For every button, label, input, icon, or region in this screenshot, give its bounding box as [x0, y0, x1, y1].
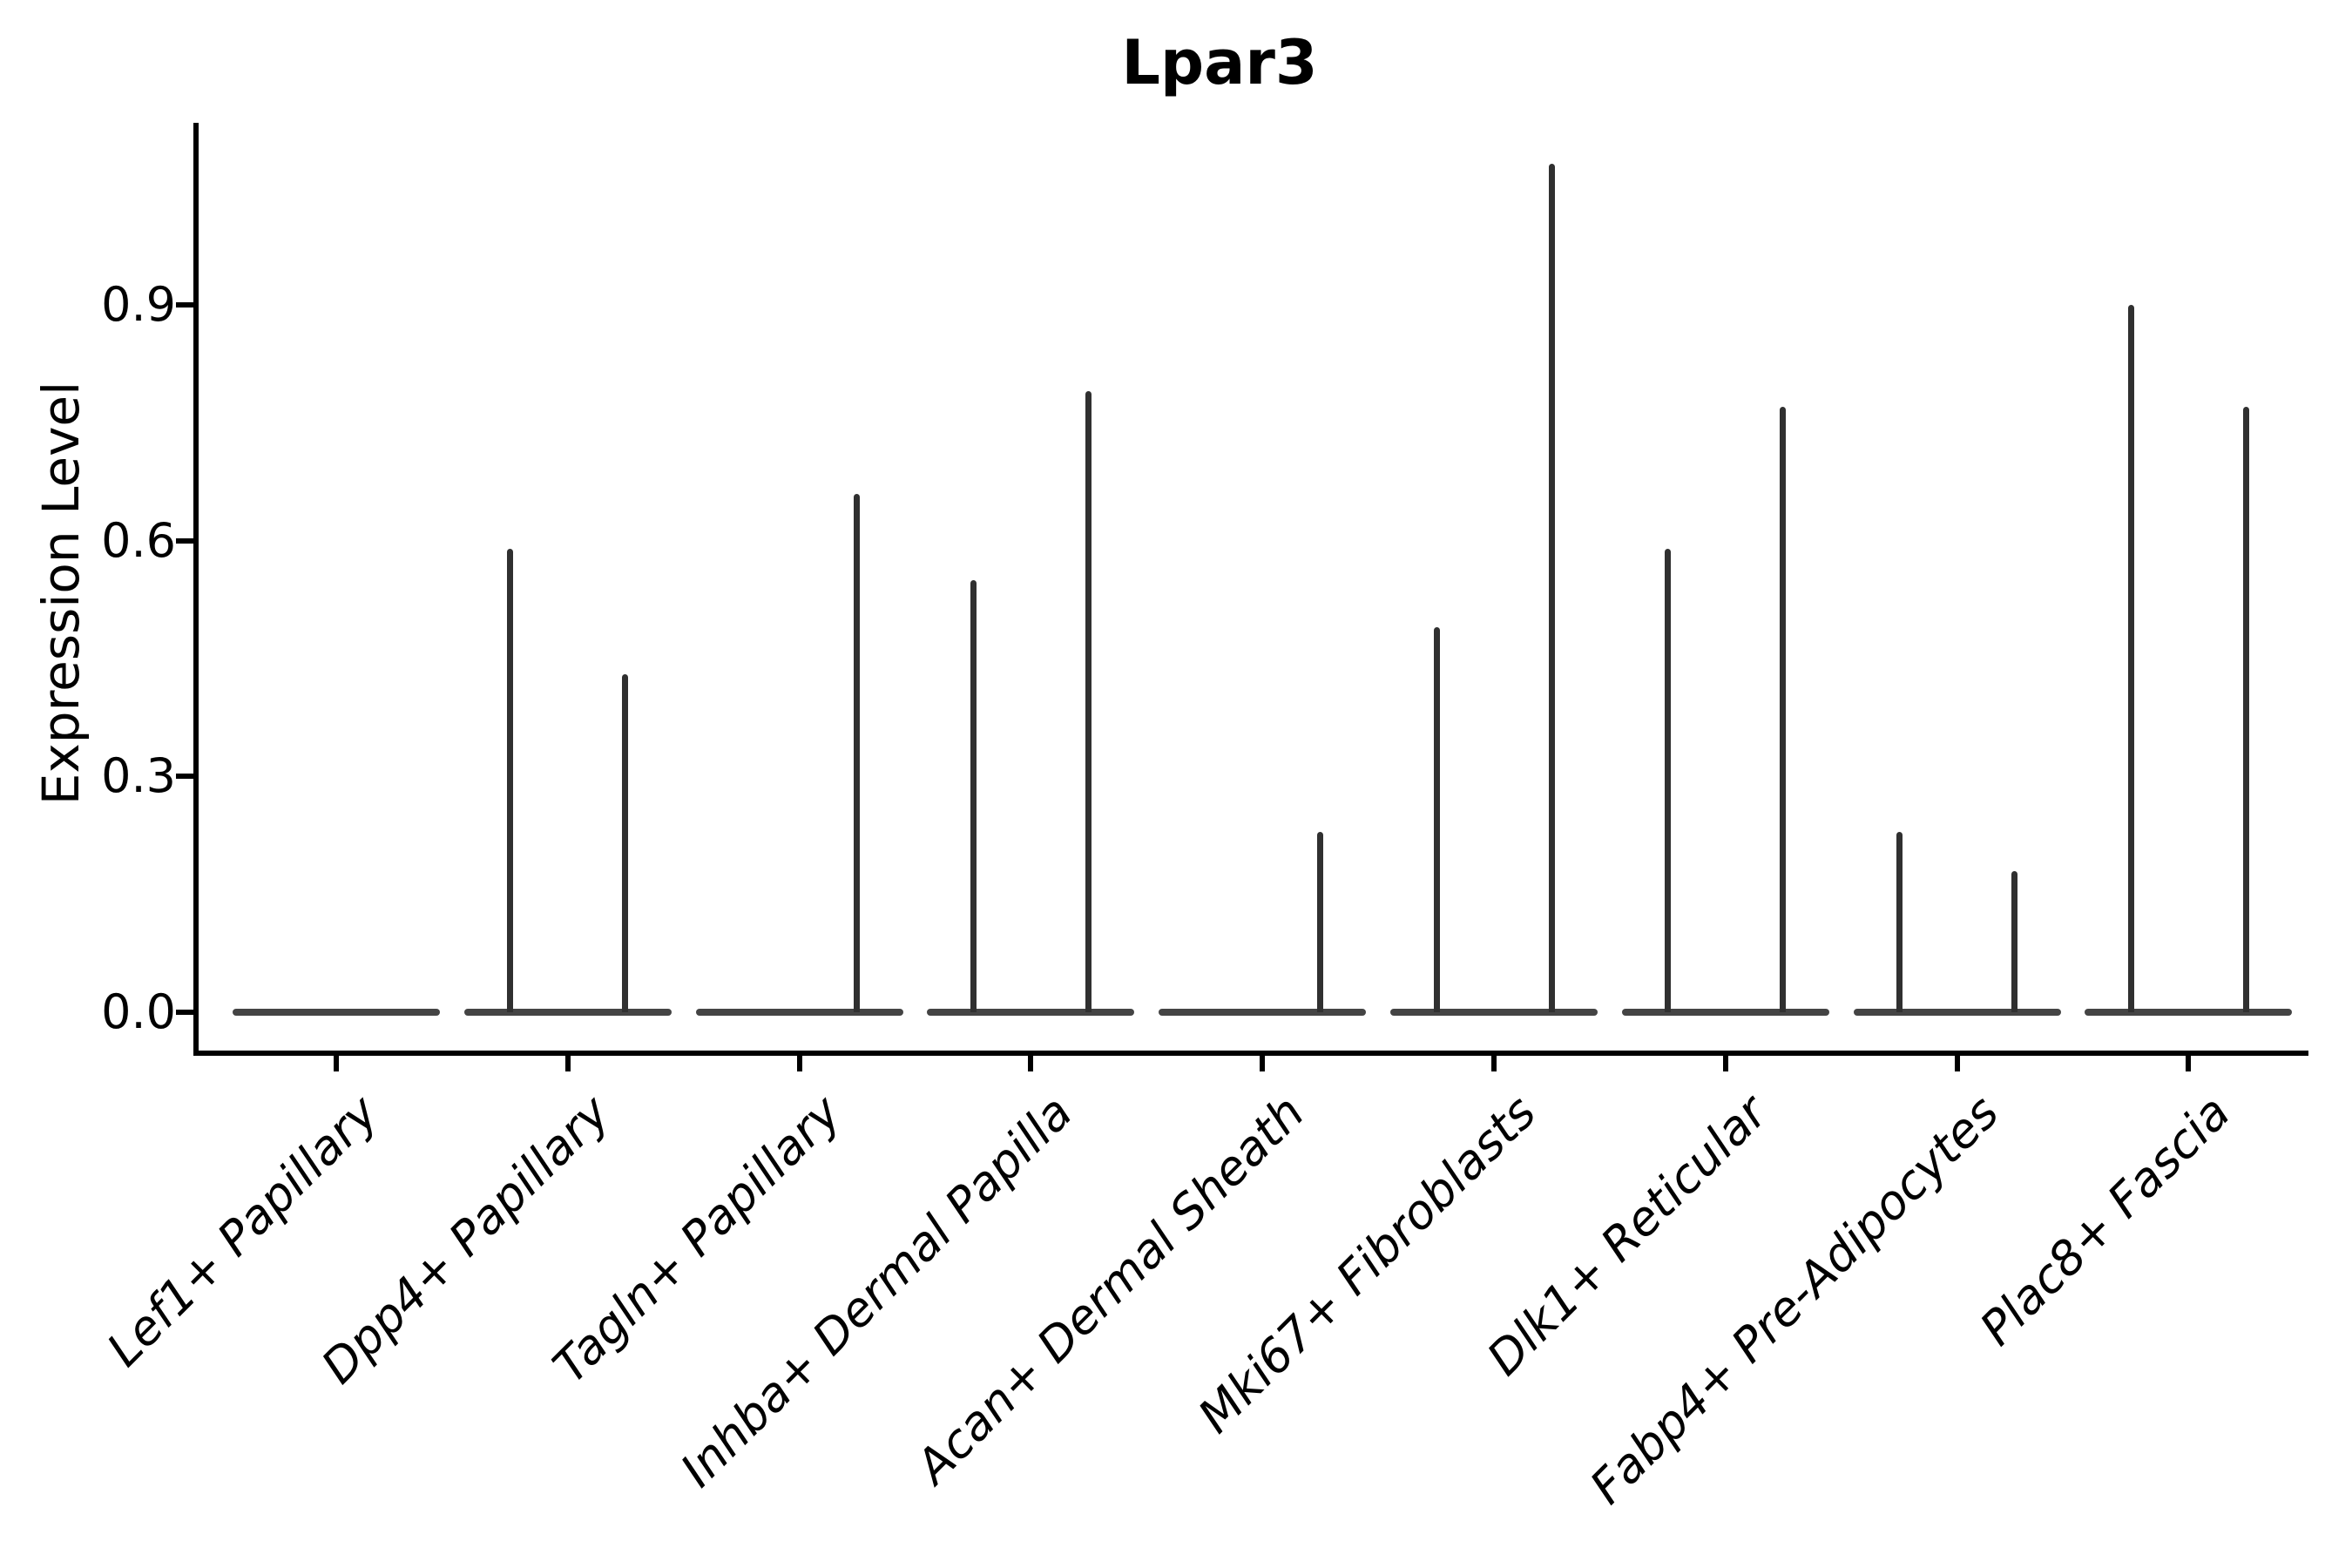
violin-baseline — [1621, 1009, 1829, 1016]
violin-spike — [1896, 831, 1903, 1012]
y-tick-label: 0.6 — [101, 512, 176, 568]
violin-spike — [1085, 391, 1092, 1012]
x-tick-label: Inhba+ Dermal Papilla — [670, 1085, 1084, 1498]
x-tick-mark — [2186, 1056, 2192, 1071]
x-tick-label: Fabp4+ Pre-Adipocytes — [1579, 1085, 2010, 1515]
y-axis-label: Expression Level — [31, 381, 91, 806]
y-tick-mark — [176, 1010, 193, 1015]
violin-baseline — [1853, 1009, 2061, 1016]
x-tick-mark — [1028, 1056, 1034, 1071]
violin-spike — [1665, 548, 1672, 1012]
violin-spike — [2127, 305, 2134, 1012]
violin-baseline — [1390, 1009, 1598, 1016]
violin-baseline — [1159, 1009, 1367, 1016]
violin-baseline — [2085, 1009, 2293, 1016]
x-tick-mark — [1722, 1056, 1728, 1071]
violin-spike — [2242, 407, 2249, 1012]
x-tick-mark — [796, 1056, 802, 1071]
x-tick-label: Acan+ Dermal Sheath — [905, 1085, 1315, 1495]
x-tick-label: Plac8+ Fascia — [1969, 1085, 2241, 1356]
violin-spike — [1548, 163, 1555, 1012]
y-tick-label: 0.9 — [101, 277, 176, 333]
violin-spike — [507, 548, 514, 1012]
violin-spike — [622, 674, 629, 1012]
violin-spike — [2011, 870, 2018, 1012]
x-tick-mark — [334, 1056, 339, 1071]
y-tick-label: 0.0 — [101, 984, 176, 1039]
violin-baseline — [695, 1009, 903, 1016]
violin-spike — [1780, 407, 1787, 1012]
violin-spike — [1316, 831, 1323, 1012]
x-tick-mark — [564, 1056, 571, 1071]
x-tick-mark — [1260, 1056, 1266, 1071]
y-tick-mark — [176, 774, 193, 780]
x-tick-mark — [1491, 1056, 1497, 1071]
violin-baseline — [927, 1009, 1135, 1016]
chart-title: Lpar3 — [1121, 27, 1318, 98]
y-tick-mark — [176, 302, 193, 308]
y-tick-label: 0.3 — [101, 748, 176, 804]
violin-spike — [854, 493, 861, 1012]
violin-baseline — [233, 1009, 440, 1016]
y-tick-mark — [176, 537, 193, 544]
violin-spike — [970, 579, 977, 1012]
x-axis-spine — [193, 1051, 2308, 1056]
violin-spike — [1433, 627, 1440, 1012]
violin-baseline — [463, 1009, 672, 1016]
y-axis-spine — [193, 123, 199, 1056]
x-tick-mark — [1954, 1056, 1960, 1071]
